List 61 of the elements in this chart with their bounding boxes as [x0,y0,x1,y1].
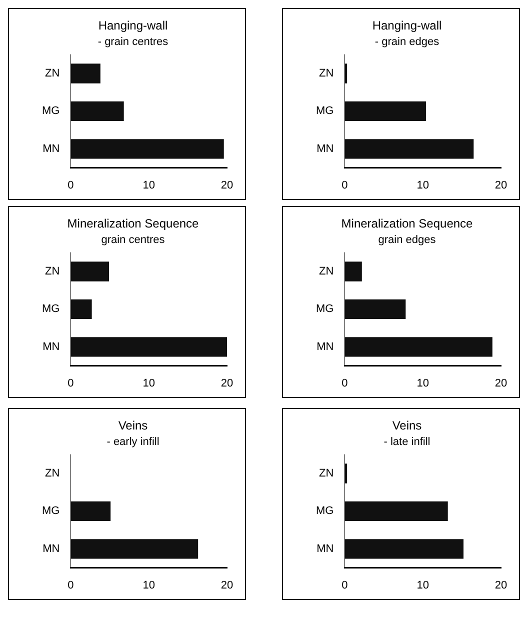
bar [344,299,406,320]
chart-subtitle: - grain edges [374,36,440,48]
y-tick-label: MN [42,340,60,353]
y-tick-label: MN [316,340,334,353]
chart-title: Mineralization Sequence [341,216,474,231]
x-tick-label: 0 [342,179,348,192]
y-tick-label: MG [316,105,334,118]
chart-subtitle: - early infill [106,436,160,448]
bar [70,139,224,159]
x-tick-label: 10 [416,179,429,192]
x-tick-label: 0 [68,179,74,192]
x-tick-label: 10 [142,179,155,192]
y-tick-label: MN [316,142,334,155]
chart-subtitle: grain edges [378,234,436,246]
chart-title: Veins [118,418,148,433]
x-tick-label: 10 [416,579,429,592]
x-tick-label: 20 [220,179,234,192]
y-tick-label: ZN [45,468,60,480]
y-tick-label: ZN [45,68,60,80]
y-tick-label: ZN [319,68,334,80]
bar [70,64,100,84]
chart-title: Hanging-wall [98,18,168,33]
x-tick-label: 20 [220,377,234,390]
y-tick-label: MN [42,142,60,155]
bar [344,337,492,357]
bar [344,501,448,522]
y-tick-label: ZN [45,266,60,278]
x-tick-label: 0 [342,579,348,592]
bar [344,101,426,122]
x-tick-label: 20 [494,377,508,390]
x-tick-label: 20 [220,579,234,592]
x-tick-label: 0 [68,377,74,390]
y-tick-label: MG [42,105,60,118]
bar [70,262,110,282]
chart-subtitle: grain centres [101,234,166,246]
chart-subtitle: - grain centres [98,36,169,48]
x-tick-label: 10 [142,579,155,592]
y-tick-label: MN [316,542,334,555]
y-tick-label: MG [42,303,60,316]
x-tick-label: 10 [416,377,429,390]
x-tick-label: 0 [68,579,74,592]
y-tick-label: ZN [319,468,334,480]
y-tick-label: MN [42,542,60,555]
bar [344,262,362,282]
x-tick-label: 10 [142,377,155,390]
bar [70,337,227,357]
bar [70,101,124,122]
y-tick-label: MG [42,505,60,518]
chart-title: Mineralization Sequence [67,216,200,231]
y-tick-label: MG [316,505,334,518]
chart-subtitle: - late infill [384,436,430,448]
y-tick-label: ZN [319,266,334,278]
x-tick-label: 20 [494,579,508,592]
x-tick-label: 20 [494,179,508,192]
chart-title: Veins [392,418,422,433]
x-tick-label: 0 [342,377,348,390]
bar [344,139,474,159]
y-tick-label: MG [316,303,334,316]
chart-title: Hanging-wall [372,18,442,33]
bar [70,299,92,320]
bar [344,539,464,559]
